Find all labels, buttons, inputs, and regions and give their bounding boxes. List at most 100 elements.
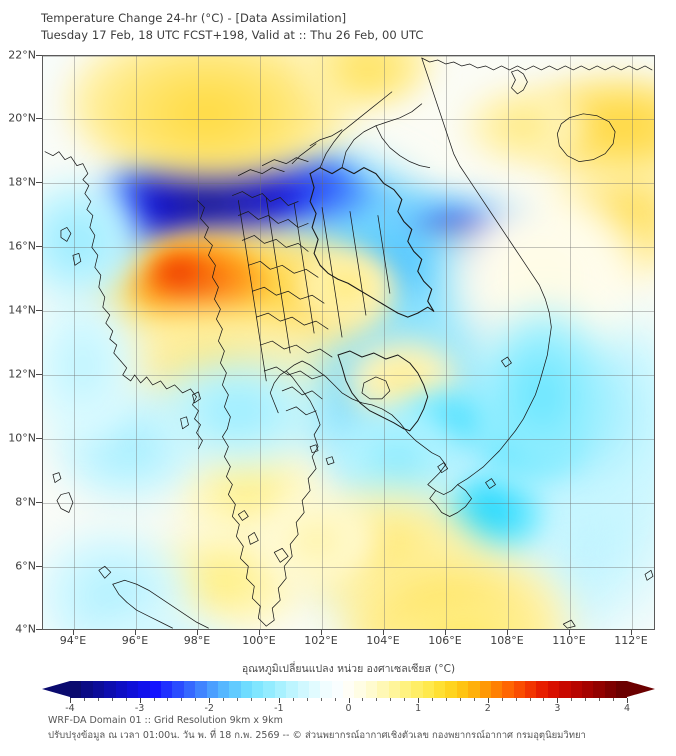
colorbar-segment: [331, 681, 343, 698]
y-tick: 14°N: [8, 303, 36, 317]
colorbar-segment: [252, 681, 264, 698]
colorbar-tick-major: [278, 698, 280, 703]
colorbar-tick-minor: [459, 698, 461, 701]
y-tick: 10°N: [8, 431, 36, 445]
colorbar-label: อุณหภูมิเปลี่ยนแปลง หน่วย องศาเซลเซียส (…: [241, 663, 456, 675]
colorbar-segment: [229, 681, 241, 698]
y-tick: 16°N: [8, 239, 36, 253]
colorbar-tick-minor: [251, 698, 253, 701]
colorbar-segment: [286, 681, 298, 698]
colorbar-tick-label: 3: [554, 703, 561, 714]
colorbar-extend-max-arrow: [627, 681, 655, 697]
colorbar-segments: [70, 681, 628, 698]
colorbar-tick-minor: [613, 698, 615, 701]
colorbar-segment: [399, 681, 412, 698]
colorbar-extend-min-arrow: [42, 681, 70, 697]
temperature-anomaly-field: [43, 56, 654, 629]
colorbar-bar: [42, 681, 655, 698]
colorbar-tick-minor: [125, 698, 127, 701]
x-tick: 94°E: [59, 634, 87, 647]
x-tick: 110°E: [552, 634, 586, 647]
colorbar-segment: [456, 681, 469, 698]
map-plot-area: [42, 55, 655, 630]
y-tick: 20°N: [8, 111, 36, 125]
colorbar-tick-minor: [362, 698, 364, 701]
colorbar-tick-minor: [264, 698, 266, 701]
colorbar-tick-major: [418, 698, 420, 703]
colorbar-segment: [115, 681, 127, 698]
colorbar-tick-major: [557, 698, 559, 703]
colorbar-segment: [593, 681, 605, 698]
colorbar-segment: [149, 681, 161, 698]
colorbar-tick-minor: [153, 698, 155, 701]
chart-subtitle: Tuesday 17 Feb, 18 UTC FCST+198, Valid a…: [41, 28, 424, 42]
colorbar-tick-minor: [571, 698, 573, 701]
colorbar-segment: [138, 681, 150, 698]
colorbar-tick-major: [209, 698, 211, 703]
colorbar-ticks: -4 -3 -2 -1 0 1 2 3 4: [42, 698, 655, 714]
colorbar-tick-major: [348, 698, 350, 703]
y-tick: 4°N: [15, 622, 36, 636]
colorbar-segment: [468, 681, 480, 698]
colorbar-segment: [240, 681, 252, 698]
y-tick: 22°N: [8, 48, 36, 62]
colorbar-segment: [559, 681, 571, 698]
colorbar-tick-major: [70, 698, 71, 703]
colorbar-segment: [581, 681, 594, 698]
colorbar-tick-minor: [376, 698, 378, 701]
colorbar-segment: [513, 681, 525, 698]
y-tick: 8°N: [15, 495, 36, 509]
colorbar-segment: [92, 681, 105, 698]
colorbar-segment: [81, 681, 93, 698]
colorbar-segment: [161, 681, 173, 698]
colorbar-tick-label: -3: [134, 703, 145, 714]
colorbar-tick-minor: [585, 698, 587, 701]
colorbar-tick-minor: [501, 698, 503, 701]
colorbar-segment: [479, 681, 491, 698]
colorbar-segment: [490, 681, 503, 698]
colorbar-tick-minor: [334, 698, 336, 701]
colorbar-tick-label: -1: [274, 703, 284, 714]
colorbar-segment: [183, 681, 196, 698]
colorbar-segment: [525, 681, 537, 698]
x-tick: 102°E: [304, 634, 338, 647]
colorbar-segment: [411, 681, 423, 698]
colorbar-segment: [365, 681, 378, 698]
colorbar-tick-label: 0: [345, 703, 352, 714]
x-tick: 112°E: [614, 634, 648, 647]
colorbar-segment: [388, 681, 400, 698]
colorbar-segment: [297, 681, 309, 698]
colorbar-segment: [70, 681, 82, 698]
colorbar-tick-minor: [181, 698, 183, 701]
colorbar-segment: [377, 681, 389, 698]
colorbar-tick-minor: [599, 698, 601, 701]
colorbar-tick-minor: [445, 698, 447, 701]
colorbar-segment: [445, 681, 457, 698]
colorbar-tick-minor: [404, 698, 406, 701]
colorbar-tick-minor: [543, 698, 545, 701]
colorbar-tick-minor: [473, 698, 475, 701]
y-tick: 6°N: [15, 559, 36, 573]
colorbar-tick-label: 1: [415, 703, 422, 714]
footer-model-info: WRF-DA Domain 01 :: Grid Resolution 9km …: [48, 715, 283, 726]
colorbar-tick-minor: [167, 698, 169, 701]
colorbar-segment: [604, 681, 616, 698]
colorbar-segment: [536, 681, 548, 698]
colorbar-segment: [502, 681, 514, 698]
colorbar-segment: [263, 681, 275, 698]
colorbar-tick-minor: [223, 698, 225, 701]
colorbar-segment: [354, 681, 366, 698]
colorbar-tick-major: [139, 698, 141, 703]
colorbar-segment: [547, 681, 560, 698]
colorbar-tick-label: -2: [204, 703, 214, 714]
colorbar-segment: [308, 681, 321, 698]
colorbar-segment: [320, 681, 332, 698]
colorbar-tick-minor: [390, 698, 392, 701]
colorbar-segment: [172, 681, 184, 698]
colorbar-tick-minor: [306, 698, 308, 701]
x-tick: 104°E: [366, 634, 400, 647]
colorbar-segment: [126, 681, 139, 698]
footer-block: WRF-DA Domain 01 :: Grid Resolution 9km …: [48, 713, 658, 743]
colorbar-segment: [570, 681, 582, 698]
colorbar-tick-minor: [292, 698, 294, 701]
